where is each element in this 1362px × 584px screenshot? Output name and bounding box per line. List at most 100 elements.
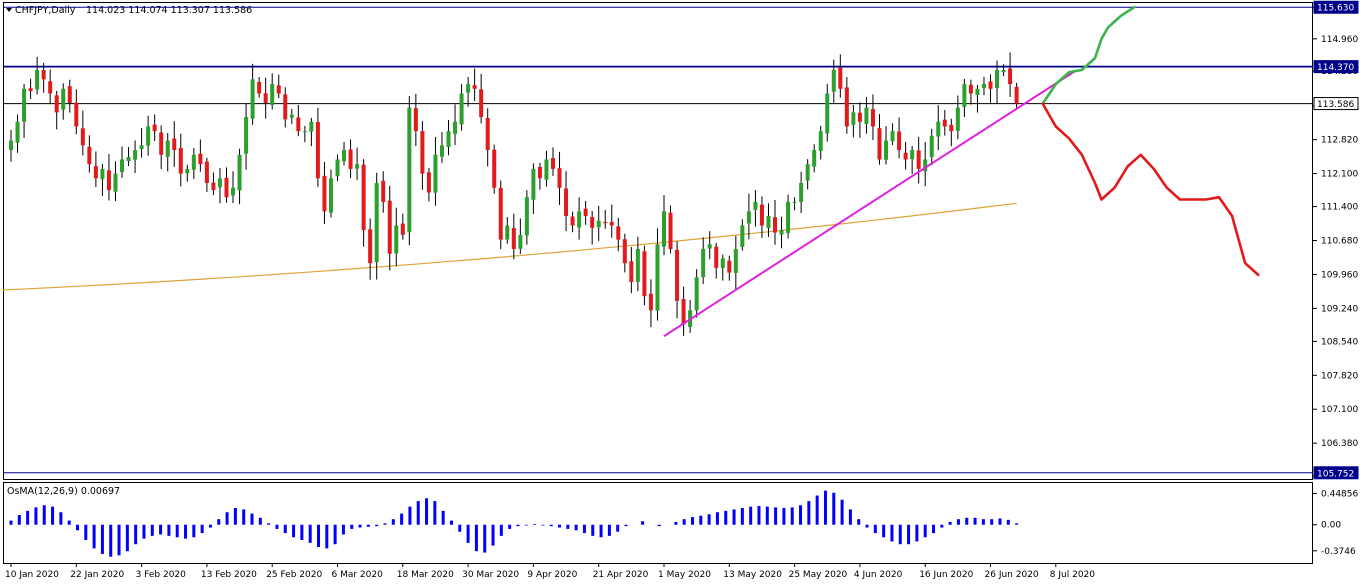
y-tick-label: 109.240 xyxy=(1321,304,1358,314)
candle xyxy=(381,171,386,213)
candle-body-bull xyxy=(792,201,797,203)
candle-body-bull xyxy=(825,93,830,134)
candle-body-bear xyxy=(41,69,46,80)
x-tick-label: 10 Jan 2020 xyxy=(5,570,59,580)
candle xyxy=(479,73,484,124)
candle xyxy=(570,211,575,233)
candle-body-bear xyxy=(949,124,954,132)
candle xyxy=(322,161,327,225)
candle-body-bull xyxy=(342,150,347,162)
level-label: 114.370 xyxy=(1317,63,1354,73)
levels-layer xyxy=(4,6,1313,474)
candle-body-bull xyxy=(133,150,138,160)
candle xyxy=(211,172,216,196)
candle xyxy=(139,128,144,158)
candle xyxy=(100,163,105,197)
candle-body-bull xyxy=(733,249,738,273)
osma-tick-label: 0.44856 xyxy=(1321,490,1358,500)
candle-body-bull xyxy=(995,69,1000,89)
candle xyxy=(315,107,320,187)
candle-body-bear xyxy=(903,152,908,160)
candle xyxy=(185,164,190,182)
candle xyxy=(74,89,79,135)
candle xyxy=(897,117,902,159)
candle-body-bull xyxy=(309,121,314,132)
candle xyxy=(903,141,908,170)
candle xyxy=(126,146,131,167)
candle xyxy=(805,159,810,190)
y-tick-label: 110.680 xyxy=(1321,237,1358,247)
candle-body-bear xyxy=(296,117,301,132)
candle-body-bull xyxy=(910,150,915,160)
candle-body-bear xyxy=(603,221,608,224)
candle xyxy=(498,180,503,250)
candle xyxy=(851,104,856,138)
candle-body-bear xyxy=(557,168,562,188)
candle-body-bear xyxy=(420,131,425,174)
candle-body-bull xyxy=(394,225,399,254)
candle-body-bear xyxy=(492,149,497,188)
candle xyxy=(485,108,490,167)
osma-layer: 0.44856 0.00 -0.3746 xyxy=(9,490,1358,557)
candle xyxy=(61,83,66,120)
candle-body-bull xyxy=(975,88,980,95)
candle xyxy=(988,74,993,103)
candle xyxy=(328,169,333,218)
candle-body-bull xyxy=(126,157,131,162)
candle-body-bull xyxy=(812,150,817,167)
candle xyxy=(80,110,85,156)
candle xyxy=(949,118,954,147)
candle-body-bull xyxy=(15,121,20,143)
candle-body-bull xyxy=(289,114,294,118)
candle-body-bear xyxy=(74,102,79,127)
candle-body-bull xyxy=(799,183,804,202)
candle xyxy=(929,128,934,166)
candle xyxy=(28,78,33,99)
candle-body-bear xyxy=(368,229,373,264)
candle xyxy=(759,196,764,238)
candle xyxy=(642,245,647,306)
header-ohlc: 114.023 114.074 113.307 113.586 xyxy=(86,5,252,16)
level-label-box xyxy=(1313,60,1359,74)
y-tick-label: 108.540 xyxy=(1321,337,1358,347)
candle-body-bull xyxy=(746,211,751,224)
candle xyxy=(910,146,915,175)
candle xyxy=(792,197,797,211)
candle xyxy=(779,216,784,249)
x-tick-label: 21 Apr 2020 xyxy=(593,570,649,580)
level-label-box xyxy=(1313,0,1359,14)
candle-body-bull xyxy=(61,88,66,110)
candle-body-bull xyxy=(655,244,660,311)
chevron-down-icon[interactable] xyxy=(6,8,12,12)
candle xyxy=(361,159,366,247)
candle xyxy=(191,147,196,180)
candle xyxy=(459,84,464,131)
candle-body-bear xyxy=(727,260,732,273)
candle xyxy=(178,133,183,187)
candle xyxy=(54,90,59,130)
candle-body-bear xyxy=(479,89,484,118)
candle-body-bull xyxy=(355,164,360,169)
candle-body-bull xyxy=(544,159,549,180)
candle-body-bull xyxy=(884,140,889,160)
candle xyxy=(231,171,236,204)
candle-body-bull xyxy=(981,84,986,89)
candle xyxy=(453,104,458,145)
candle xyxy=(844,77,849,134)
candle xyxy=(35,56,40,95)
candle xyxy=(159,125,164,170)
candle xyxy=(446,119,451,156)
candle-body-bull xyxy=(1001,69,1006,73)
candle xyxy=(41,62,46,93)
candle xyxy=(1001,64,1006,77)
price-axis: 115.630114.960114.280113.540112.820112.1… xyxy=(1313,0,1359,482)
x-tick-label: 16 Jun 2020 xyxy=(919,570,973,580)
candle xyxy=(172,121,177,167)
candle xyxy=(355,147,360,180)
bearish-projection-path xyxy=(1041,102,1260,277)
candle-body-bear xyxy=(48,81,53,94)
candle-body-bull xyxy=(433,154,438,193)
candle-body-bear xyxy=(1008,68,1013,85)
candle-body-bear xyxy=(315,122,320,179)
candle xyxy=(342,141,347,166)
